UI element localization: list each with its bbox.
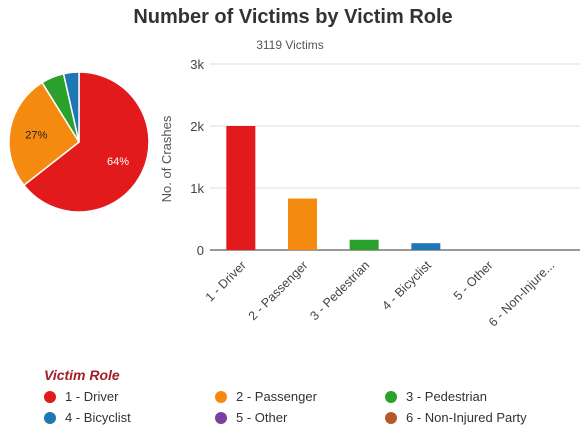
pie-chart: 64% 27% (8, 71, 150, 213)
legend-item-label: 5 - Other (236, 410, 288, 425)
y-axis-label: No. of Crashes (159, 115, 174, 202)
y-tick-label: 1k (190, 181, 204, 196)
legend-item-2-passenger[interactable]: 2 - Passenger (215, 389, 317, 404)
legend-item-6-non-injured-party[interactable]: 6 - Non-Injured Party (385, 410, 527, 425)
x-tick-label: 2 - Passenger (246, 258, 311, 323)
legend-item-3-pedestrian[interactable]: 3 - Pedestrian (385, 389, 487, 404)
pie-slice-2-passenger[interactable] (8, 81, 80, 187)
chart-title: Number of Victims by Victim Role (133, 6, 453, 28)
chart-subtitle: 3119 Victims (256, 38, 324, 52)
y-tick-label: 2k (190, 119, 204, 134)
bar-3-pedestrian[interactable] (349, 239, 379, 250)
legend-title: Victim Role (44, 367, 120, 383)
pie-slice-label: 64% (107, 156, 129, 168)
legend-swatch (215, 390, 227, 403)
x-tick-label: 3 - Pedestrian (307, 258, 372, 323)
pie-slice-1-driver[interactable] (22, 71, 150, 213)
pie-slice-4-bicyclist[interactable] (62, 71, 80, 143)
legend-item-5-other[interactable]: 5 - Other (215, 410, 287, 425)
legend-swatch (385, 390, 397, 403)
legend-item-label: 3 - Pedestrian (406, 389, 487, 404)
x-tick-label: 1 - Driver (203, 258, 249, 304)
x-tick-label: 6 - Non-Injure... (486, 258, 557, 329)
x-tick-label: 5 - Other (451, 258, 496, 303)
legend-item-1-driver[interactable]: 1 - Driver (44, 389, 118, 404)
legend-swatch (385, 411, 397, 424)
legend-swatch (44, 411, 56, 424)
legend-item-label: 6 - Non-Injured Party (406, 410, 527, 425)
legend-item-label: 4 - Bicyclist (65, 410, 131, 425)
legend-item-label: 2 - Passenger (236, 389, 317, 404)
y-tick-label: 3k (190, 57, 204, 72)
bar-2-passenger[interactable] (288, 198, 317, 250)
y-tick-label: 0 (197, 243, 204, 258)
x-tick-label: 4 - Bicyclist (379, 258, 434, 313)
legend-swatch (44, 390, 56, 403)
legend-item-4-bicyclist[interactable]: 4 - Bicyclist (44, 410, 131, 425)
bar-1-driver[interactable] (226, 126, 256, 250)
legend-item-label: 1 - Driver (65, 389, 119, 404)
bar-4-bicyclist[interactable] (411, 243, 441, 250)
pie-slice-label: 27% (25, 129, 47, 141)
legend-swatch (215, 411, 227, 424)
